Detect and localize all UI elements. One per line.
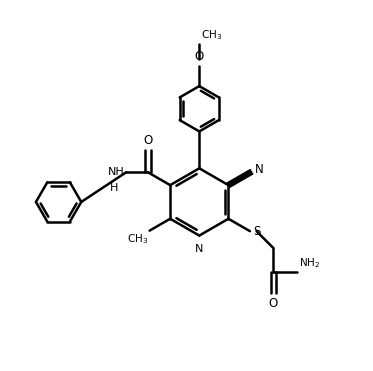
Text: O: O (269, 296, 278, 309)
Text: H: H (110, 183, 119, 193)
Text: O: O (143, 135, 153, 148)
Text: S: S (254, 225, 261, 238)
Text: CH$_3$: CH$_3$ (201, 28, 222, 42)
Text: O: O (195, 50, 204, 63)
Text: N: N (195, 244, 204, 254)
Text: CH$_3$: CH$_3$ (126, 233, 148, 246)
Text: NH: NH (107, 167, 124, 177)
Text: N: N (255, 162, 264, 175)
Text: NH$_2$: NH$_2$ (299, 256, 320, 270)
